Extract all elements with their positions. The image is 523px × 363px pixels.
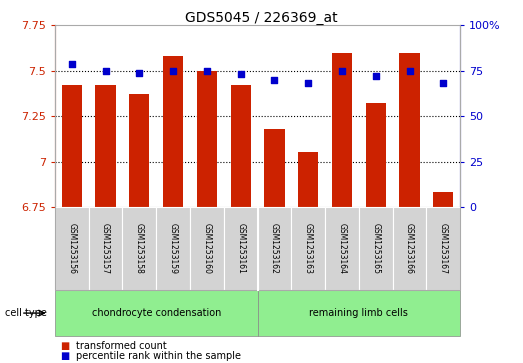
Point xyxy=(101,68,110,74)
Text: GDS5045 / 226369_at: GDS5045 / 226369_at xyxy=(185,11,338,25)
Point xyxy=(270,77,279,83)
Bar xyxy=(366,103,386,207)
Text: remaining limb cells: remaining limb cells xyxy=(310,308,408,318)
Text: GSM1253161: GSM1253161 xyxy=(236,223,245,274)
Bar xyxy=(298,152,319,207)
Bar xyxy=(264,129,285,207)
Text: ■: ■ xyxy=(60,340,70,351)
Text: chondrocyte condensation: chondrocyte condensation xyxy=(92,308,221,318)
Text: GSM1253163: GSM1253163 xyxy=(304,223,313,274)
Text: GSM1253164: GSM1253164 xyxy=(337,223,347,274)
Point xyxy=(439,81,448,86)
Text: GSM1253160: GSM1253160 xyxy=(202,223,211,274)
Text: cell type: cell type xyxy=(5,308,47,318)
Point xyxy=(338,68,346,74)
Text: GSM1253158: GSM1253158 xyxy=(135,223,144,274)
Text: GSM1253159: GSM1253159 xyxy=(168,223,178,274)
Point xyxy=(372,73,380,79)
Bar xyxy=(197,71,217,207)
Point xyxy=(304,81,312,86)
Bar xyxy=(231,85,251,207)
Bar xyxy=(163,56,183,207)
Text: GSM1253162: GSM1253162 xyxy=(270,223,279,274)
Point xyxy=(135,70,143,76)
Text: percentile rank within the sample: percentile rank within the sample xyxy=(76,351,241,362)
Text: GSM1253156: GSM1253156 xyxy=(67,223,76,274)
Text: ■: ■ xyxy=(60,351,70,362)
Text: GSM1253166: GSM1253166 xyxy=(405,223,414,274)
Bar xyxy=(95,85,116,207)
Text: GSM1253167: GSM1253167 xyxy=(439,223,448,274)
Text: GSM1253165: GSM1253165 xyxy=(371,223,380,274)
Bar xyxy=(332,53,352,207)
Bar xyxy=(129,94,150,207)
Bar xyxy=(433,192,453,207)
Bar xyxy=(62,85,82,207)
Bar xyxy=(400,53,419,207)
Text: transformed count: transformed count xyxy=(76,340,167,351)
Point xyxy=(67,61,76,66)
Text: GSM1253157: GSM1253157 xyxy=(101,223,110,274)
Point xyxy=(169,68,177,74)
Point xyxy=(236,72,245,77)
Point xyxy=(203,68,211,74)
Point xyxy=(405,68,414,74)
